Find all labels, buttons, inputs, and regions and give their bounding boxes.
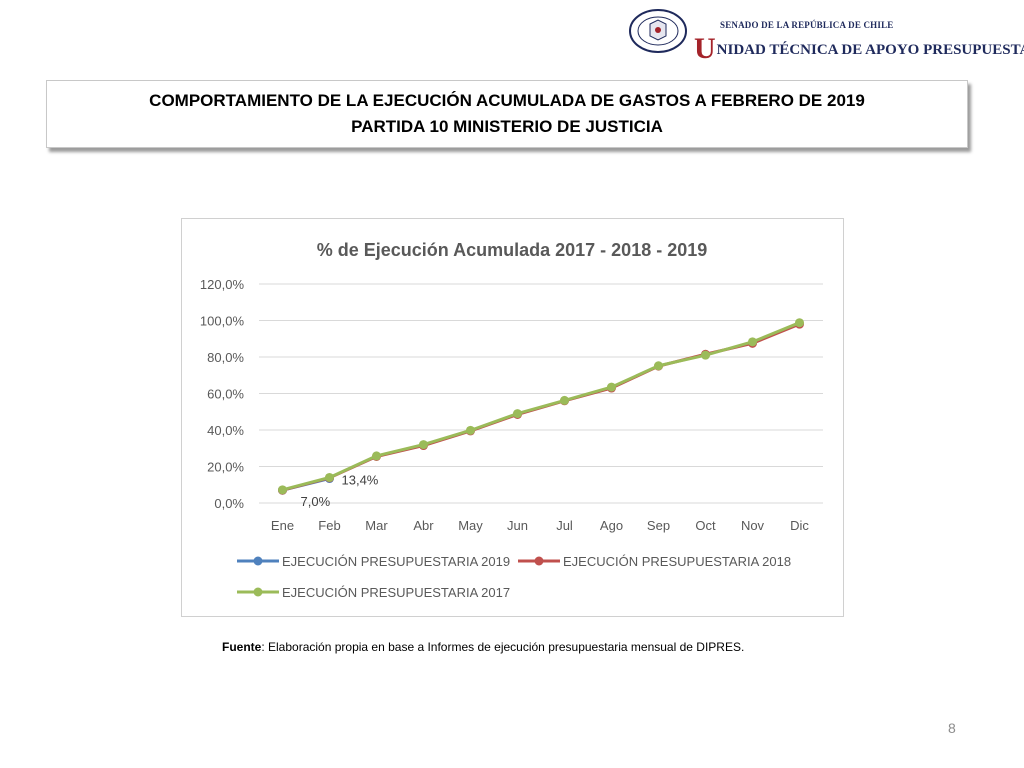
y-tick-label: 40,0% bbox=[207, 423, 244, 438]
source-label: Fuente bbox=[222, 640, 262, 654]
org-name-large: UNIDAD TÉCNICA DE APOYO PRESUPUESTARIO bbox=[694, 28, 1024, 65]
org-name-rest: NIDAD TÉCNICA DE APOYO PRESUPUESTARIO bbox=[716, 42, 1024, 58]
y-tick-label: 60,0% bbox=[207, 387, 244, 402]
senate-logo: SENADO DE LA REPÚBLICA DE CHILE UNIDAD T… bbox=[628, 8, 1024, 65]
x-tick-label: Sep bbox=[647, 518, 670, 533]
legend-marker-0 bbox=[253, 556, 263, 566]
y-tick-label: 100,0% bbox=[200, 314, 245, 329]
slide-title-line-1: COMPORTAMIENTO DE LA EJECUCIÓN ACUMULADA… bbox=[149, 91, 865, 110]
legend-label: EJECUCIÓN PRESUPUESTARIA 2019 bbox=[282, 554, 510, 569]
data-point-s2-10 bbox=[748, 337, 757, 347]
y-tick-label: 20,0% bbox=[207, 460, 244, 475]
line-chart: % de Ejecución Acumulada 2017 - 2018 - 2… bbox=[200, 240, 823, 600]
source-note: Fuente: Elaboración propia en base a Inf… bbox=[222, 640, 744, 654]
senate-seal-icon bbox=[629, 9, 687, 53]
legend-label: EJECUCIÓN PRESUPUESTARIA 2018 bbox=[563, 554, 791, 569]
x-tick-label: Ene bbox=[271, 518, 294, 533]
org-name-small: SENADO DE LA REPÚBLICA DE CHILE bbox=[720, 20, 894, 30]
data-point-s2-2 bbox=[372, 451, 381, 461]
data-point-s2-0 bbox=[278, 485, 287, 495]
x-tick-label: Feb bbox=[318, 518, 340, 533]
data-point-s2-5 bbox=[513, 409, 522, 419]
x-tick-label: Nov bbox=[741, 518, 765, 533]
data-point-s2-9 bbox=[701, 350, 710, 360]
slide-title-line-2: PARTIDA 10 MINISTERIO DE JUSTICIA bbox=[351, 117, 663, 136]
y-tick-label: 80,0% bbox=[207, 350, 244, 365]
x-tick-label: Dic bbox=[790, 518, 809, 533]
legend-marker-2 bbox=[253, 587, 263, 597]
data-point-s2-8 bbox=[654, 361, 663, 371]
chart-frame: % de Ejecución Acumulada 2017 - 2018 - 2… bbox=[181, 218, 844, 617]
data-point-s2-6 bbox=[560, 395, 569, 405]
data-point-s2-3 bbox=[419, 440, 428, 450]
x-tick-label: Ago bbox=[600, 518, 623, 533]
data-point-s2-11 bbox=[795, 318, 804, 328]
org-name-initial: U bbox=[694, 32, 716, 65]
x-tick-label: Jul bbox=[556, 518, 573, 533]
x-tick-label: Mar bbox=[365, 518, 388, 533]
chart-title: % de Ejecución Acumulada 2017 - 2018 - 2… bbox=[317, 240, 708, 260]
x-tick-label: Jun bbox=[507, 518, 528, 533]
x-tick-label: May bbox=[458, 518, 483, 533]
source-text: : Elaboración propia en base a Informes … bbox=[261, 640, 745, 654]
y-tick-label: 120,0% bbox=[200, 277, 245, 292]
legend-marker-1 bbox=[534, 556, 544, 566]
x-tick-label: Oct bbox=[695, 518, 716, 533]
page-number: 8 bbox=[948, 720, 956, 736]
data-point-s2-4 bbox=[466, 425, 475, 435]
data-label: 7,0% bbox=[301, 494, 331, 509]
slide-title-box: COMPORTAMIENTO DE LA EJECUCIÓN ACUMULADA… bbox=[46, 80, 968, 148]
data-point-s2-7 bbox=[607, 382, 616, 392]
data-point-s2-1 bbox=[325, 472, 334, 482]
y-tick-label: 0,0% bbox=[214, 496, 244, 511]
data-label: 13,4% bbox=[342, 473, 379, 488]
legend-label: EJECUCIÓN PRESUPUESTARIA 2017 bbox=[282, 585, 510, 600]
series-line-2 bbox=[282, 321, 801, 492]
x-tick-label: Abr bbox=[413, 518, 434, 533]
